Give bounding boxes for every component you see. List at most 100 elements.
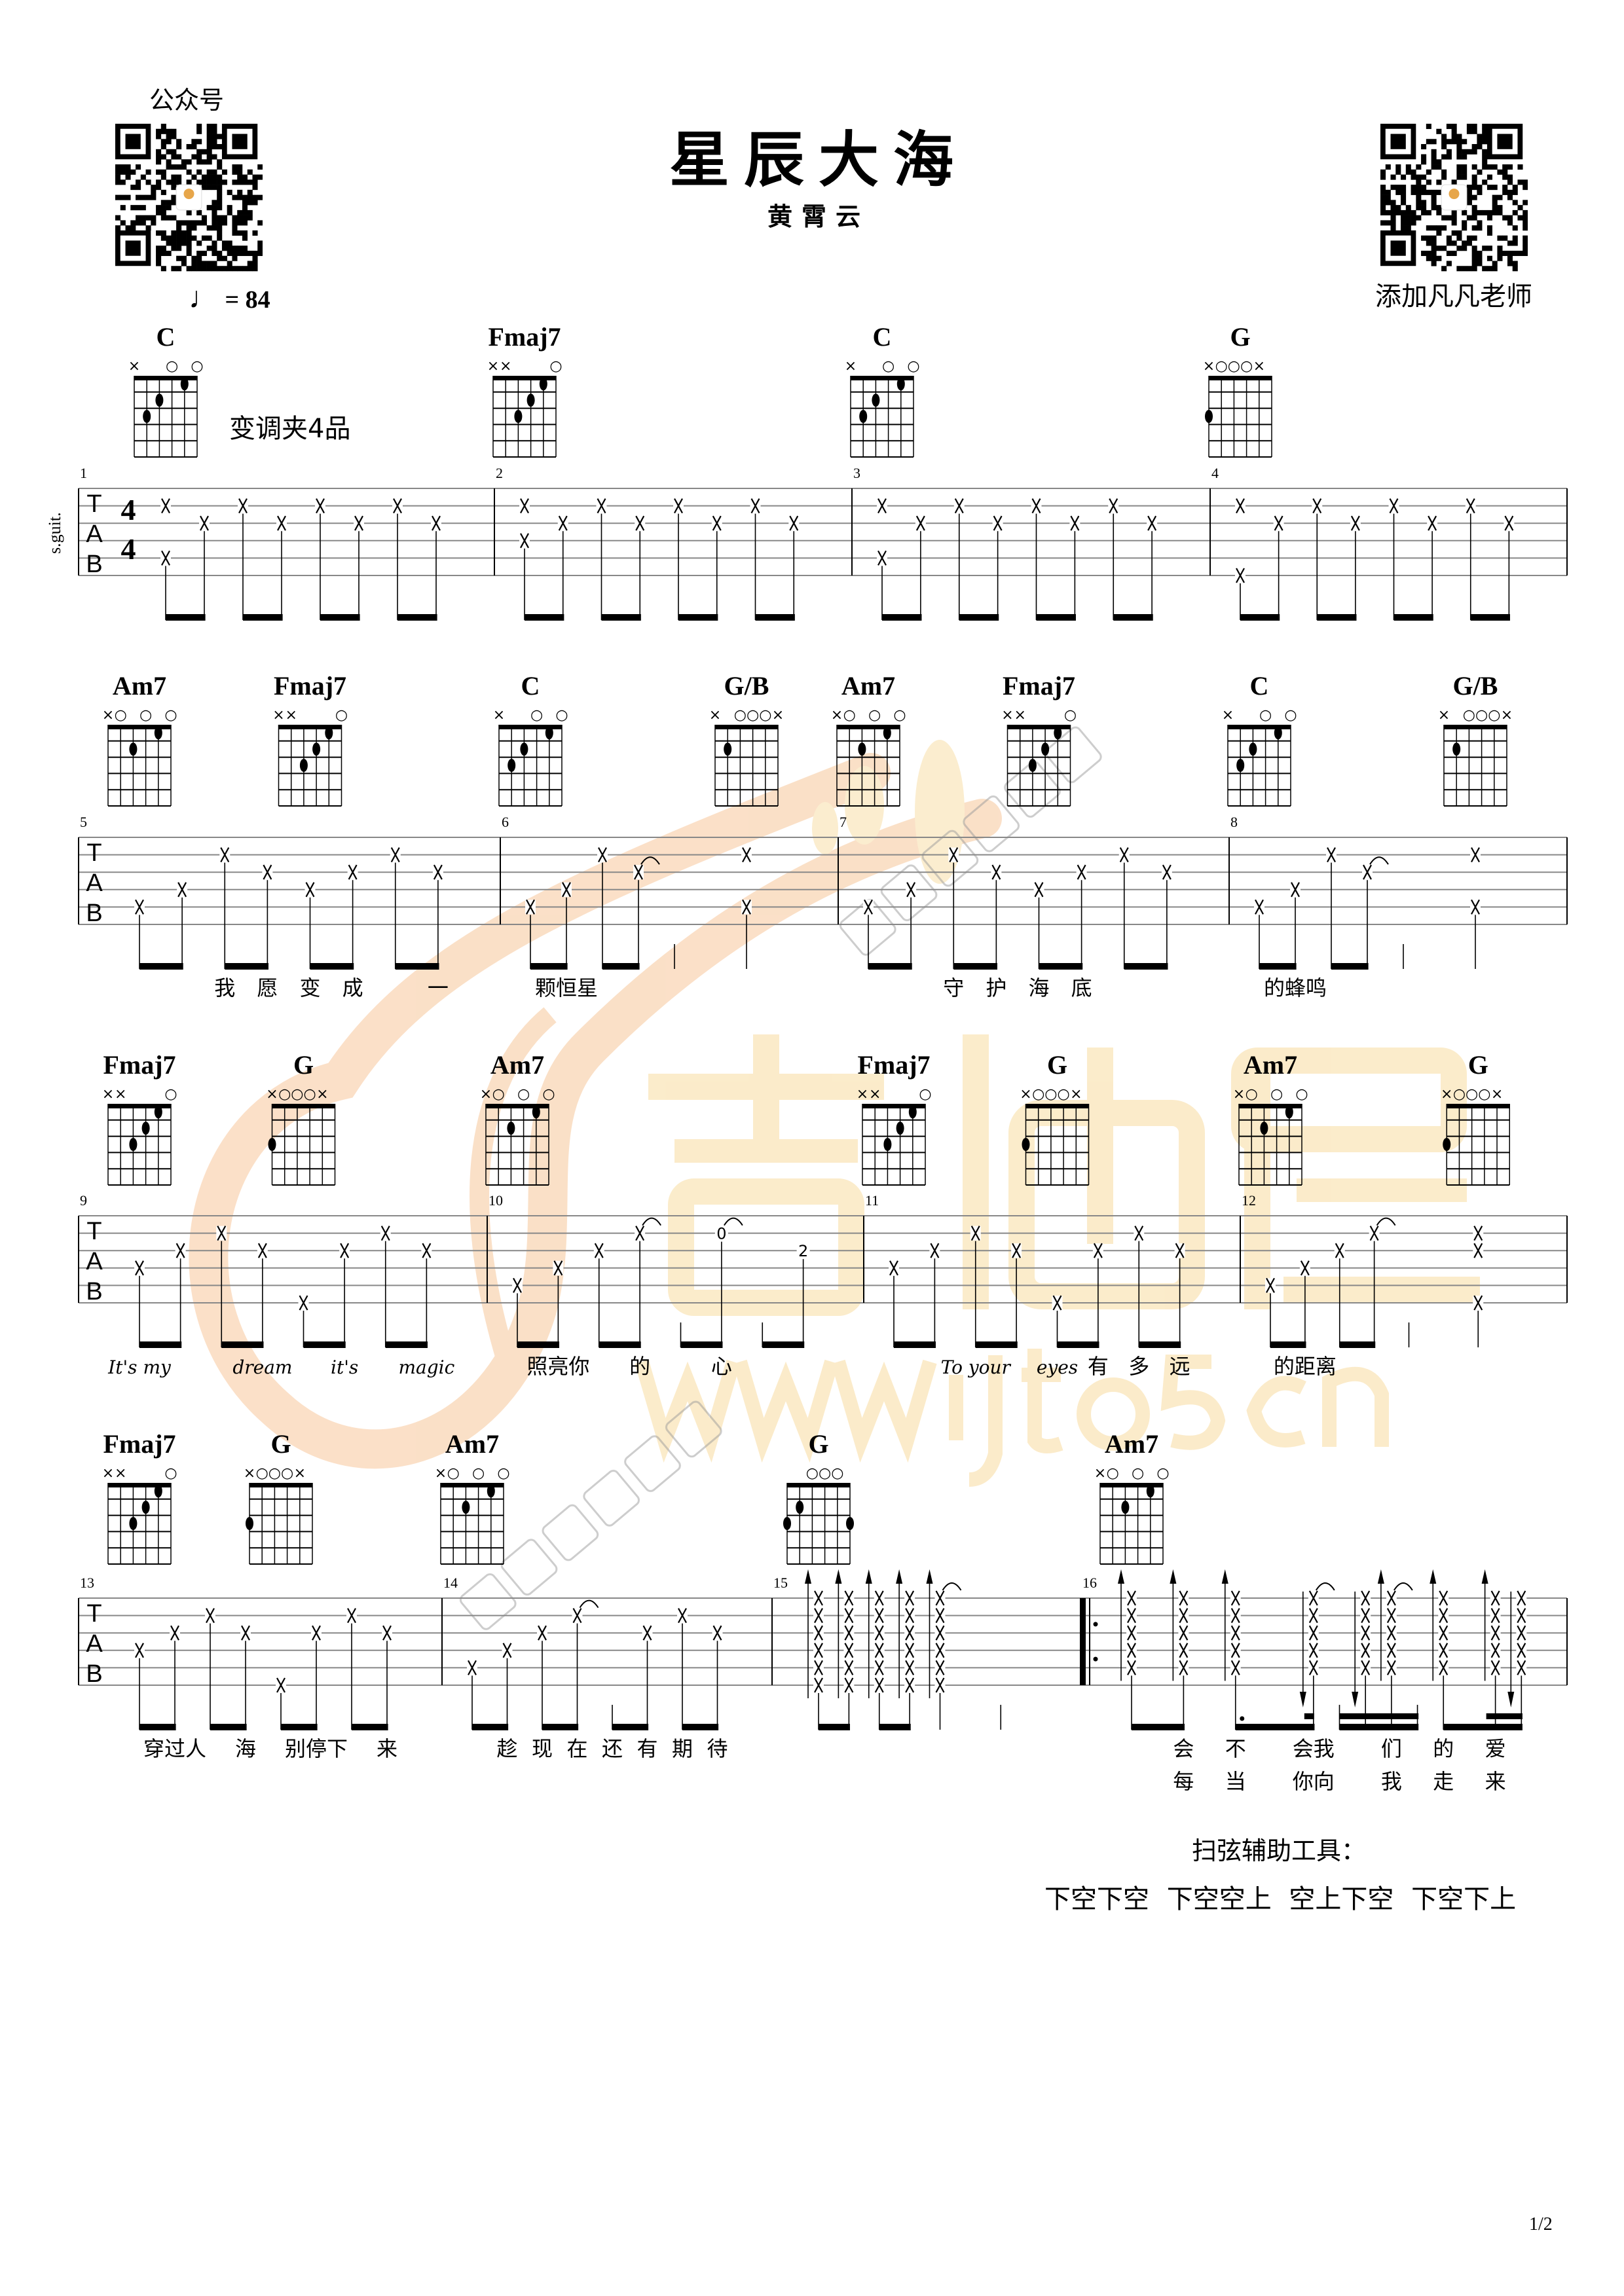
muted-string-marker: × [1501,707,1513,723]
open-string-marker: ○ [256,1465,268,1482]
qr-module [1431,164,1437,170]
dead-note-x [1490,1590,1500,1606]
qr-module [1471,164,1477,170]
chord-name: C [521,671,540,701]
qr-module [1421,154,1427,160]
beam [1331,963,1369,970]
note-event [557,515,568,620]
qr-module [160,215,166,221]
qr-module [1380,205,1386,211]
tab-clef-letter: A [86,1630,103,1658]
qr-module [1446,240,1452,246]
dead-note-x [1369,1226,1379,1241]
dead-note-x [393,498,402,514]
note-event [633,856,660,969]
dead-note-x [572,1608,582,1624]
qr-module [242,215,248,221]
finger-dot [520,742,528,756]
qr-module [160,246,166,251]
qr-module [1431,154,1437,160]
muted-string-marker: × [1094,1465,1106,1482]
qr-module [1451,128,1457,134]
qr-module [1390,185,1396,191]
note-event [354,515,364,620]
dead-note-x [1490,1625,1500,1641]
qr-module [196,154,202,160]
qr-module [1466,128,1472,134]
qr-module [151,189,157,195]
beam [139,963,183,970]
finger-dot [539,377,547,391]
dead-note-x [200,515,209,531]
qr-module [1517,164,1523,170]
qr-module [206,149,212,155]
qr-module [171,164,177,170]
qr-module [1482,134,1488,139]
qr-module [221,246,227,251]
qr-module [242,205,248,211]
tempo-value: = 84 [225,286,270,314]
dead-note-x [1093,1243,1103,1258]
qr-module [227,189,232,195]
qr-module [196,159,202,165]
dead-note-x [1439,1643,1449,1658]
qr-module [115,179,121,185]
dead-note-x [594,1243,604,1258]
note-event [1299,1582,1335,1730]
qr-module [221,240,227,246]
chord-name: Fmaj7 [103,1429,175,1459]
muted-string-marker: × [102,1465,114,1482]
open-string-marker: ○ [1240,358,1253,374]
qr-module [221,179,227,185]
measure: 2 Fmaj7 × × ○ [487,322,800,621]
qr-module [1401,194,1407,200]
note-event [380,1226,391,1347]
qr-module [1421,174,1427,180]
qr-module [160,235,166,241]
muted-string-marker: × [115,1465,126,1482]
qr-module [186,235,192,241]
dead-note-x [949,847,959,863]
qr-module [1446,215,1452,221]
chord-name: Am7 [490,1050,544,1080]
qr-module [212,124,217,130]
finger-dot [724,742,732,756]
beam [352,1724,388,1730]
chord-name: G [1230,322,1250,352]
qr-module [1431,246,1437,251]
qr-module [237,246,243,251]
qr-module [1390,205,1396,211]
lyric: 有 [1088,1354,1109,1379]
qr-module [1385,194,1391,200]
measure: 11Fmaj7× × ○G× ○ ○ ○ ×To your eyes 有多远 [857,1050,1190,1379]
qr-module [1492,194,1498,200]
tab-clef-letter: T [86,839,101,867]
dead-note-x [1389,498,1399,514]
beam [1470,614,1510,621]
open-string-marker: ○ [1478,1086,1490,1102]
qr-module [1416,174,1422,180]
qr-module [1477,220,1483,226]
dead-note-x [382,1625,392,1641]
qr-module [196,220,202,226]
qr-module [242,266,248,272]
dead-note-x [905,1608,915,1624]
note-event [948,847,959,969]
qr-module [1471,149,1477,155]
dead-note-x [220,847,230,863]
qr-module [196,250,202,257]
note-event [889,1260,899,1347]
qr-module [1471,179,1477,185]
qr-module [1482,149,1488,155]
qr-module [1431,139,1437,145]
open-string-marker: ○ [1295,1086,1308,1102]
qr-module [1451,250,1457,257]
qr-module [1380,210,1386,215]
qr-module [1522,240,1528,246]
qr-module [1507,179,1513,185]
lyric: 照亮你 [526,1354,589,1379]
qr-module [1477,185,1483,191]
dead-note-x [1308,1608,1318,1624]
qr-module [160,205,166,211]
